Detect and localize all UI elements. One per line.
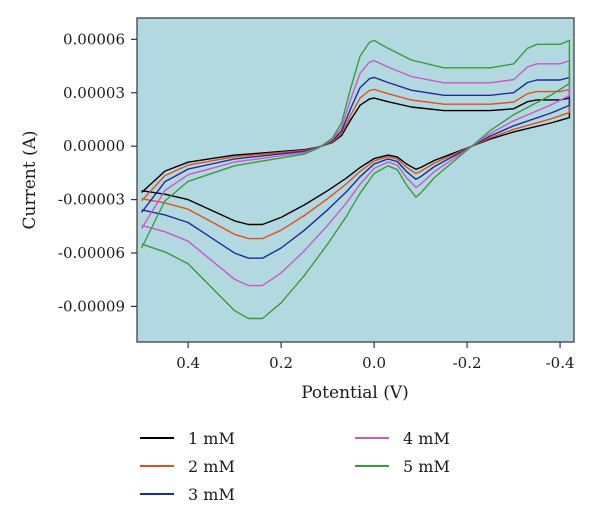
legend-label: 2 mM (188, 456, 235, 476)
cv-chart: 0.4 0.2 0.0 -0.2 -0.4 0.00006 0.00003 0.00000 -… (20, 17, 575, 403)
x-tick-label: 0.4 (176, 354, 200, 372)
y-tick-label: -0.00003 (58, 191, 125, 209)
legend-swatch (355, 465, 389, 467)
legend-swatch (355, 437, 389, 439)
x-tick-label: -0.4 (546, 354, 575, 372)
series-layer (140, 39, 571, 320)
legend-label: 1 mM (188, 428, 235, 448)
x-axis-title: Potential (V) (301, 383, 409, 403)
y-tick-label: 0.00000 (63, 137, 125, 155)
legend-swatch (140, 465, 174, 467)
legend-item-1mM: 1 mM (140, 426, 235, 450)
legend-item-5mM: 5 mM (355, 454, 450, 478)
legend-item-4mM: 4 mM (355, 426, 450, 450)
y-axis: 0.00006 0.00003 0.00000 -0.00003 -0.00006 -0.… (58, 30, 137, 315)
x-tick-label: -0.2 (453, 354, 482, 372)
legend-swatch (140, 493, 174, 495)
plot-frame (136, 17, 575, 343)
legend-item-3mM: 3 mM (140, 482, 235, 506)
y-tick-label: 0.00006 (63, 30, 125, 48)
y-tick-label: -0.00006 (58, 244, 125, 262)
legend-label: 3 mM (188, 484, 235, 504)
y-tick-label: -0.00009 (58, 297, 125, 315)
x-tick-label: 0.0 (362, 354, 386, 372)
x-tick-label: 0.2 (269, 354, 293, 372)
legend-item-2mM: 2 mM (140, 454, 235, 478)
legend-swatch (140, 437, 174, 439)
y-tick-label: 0.00003 (63, 84, 125, 102)
legend-label: 4 mM (403, 428, 450, 448)
series-line-5mM (140, 39, 571, 320)
legend-label: 5 mM (403, 456, 450, 476)
x-axis: 0.4 0.2 0.0 -0.2 -0.4 (176, 342, 575, 372)
legend: 1 mM 2 mM 3 mM 4 mM 5 mM (0, 420, 600, 520)
y-axis-title: Current (A) (20, 131, 40, 230)
plot-area (137, 18, 574, 342)
